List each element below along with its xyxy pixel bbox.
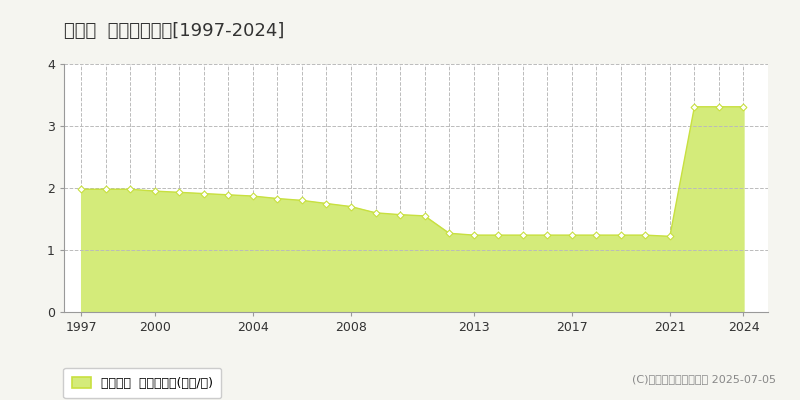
Legend: 基準地価  平均坪単価(万円/坪): 基準地価 平均坪単価(万円/坪) xyxy=(63,368,222,398)
Text: (C)土地価格ドットコム 2025-07-05: (C)土地価格ドットコム 2025-07-05 xyxy=(632,374,776,384)
Text: 川内村  基準地価推移[1997-2024]: 川内村 基準地価推移[1997-2024] xyxy=(64,22,284,40)
